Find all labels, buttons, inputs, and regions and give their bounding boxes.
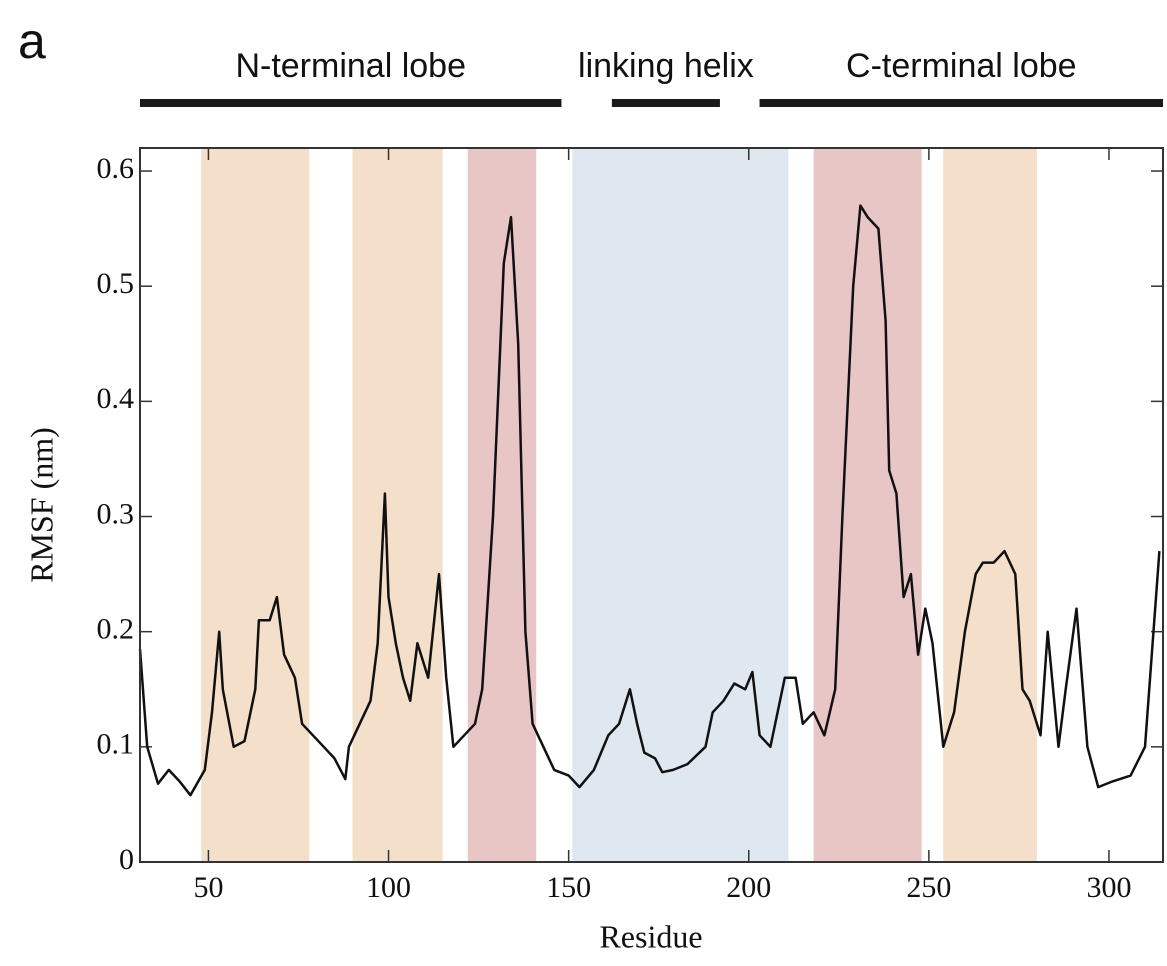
plot-frame [139, 147, 1164, 863]
x-tick-label: 150 [546, 871, 591, 904]
domain-label: C-terminal lobe [846, 47, 1077, 85]
domain-label: linking helix [578, 47, 754, 85]
panel-label: a [18, 13, 46, 69]
domain-label: N-terminal lobe [235, 47, 466, 85]
y-tick-label: 0 [119, 843, 134, 876]
highlight-region [943, 148, 1037, 862]
highlight-region [572, 148, 789, 862]
y-tick-label: 0.6 [97, 152, 135, 185]
x-tick-label: 300 [1086, 871, 1131, 904]
y-axis-label: RMSF (nm) [23, 427, 59, 583]
highlight-region [352, 148, 443, 862]
x-tick-label: 250 [906, 871, 951, 904]
y-tick-label: 0.3 [97, 497, 135, 530]
y-tick-label: 0.5 [97, 267, 135, 300]
highlight-region [467, 148, 537, 862]
x-tick-label: 200 [726, 871, 771, 904]
highlight-region [201, 148, 310, 862]
x-tick-label: 100 [366, 871, 411, 904]
y-tick-label: 0.4 [97, 382, 135, 415]
data-line [138, 204, 1161, 797]
x-axis-label: Residue [599, 918, 702, 954]
y-tick-label: 0.2 [97, 613, 135, 646]
x-tick-label: 50 [193, 871, 223, 904]
highlight-region [813, 148, 922, 862]
y-tick-label: 0.1 [97, 728, 135, 761]
